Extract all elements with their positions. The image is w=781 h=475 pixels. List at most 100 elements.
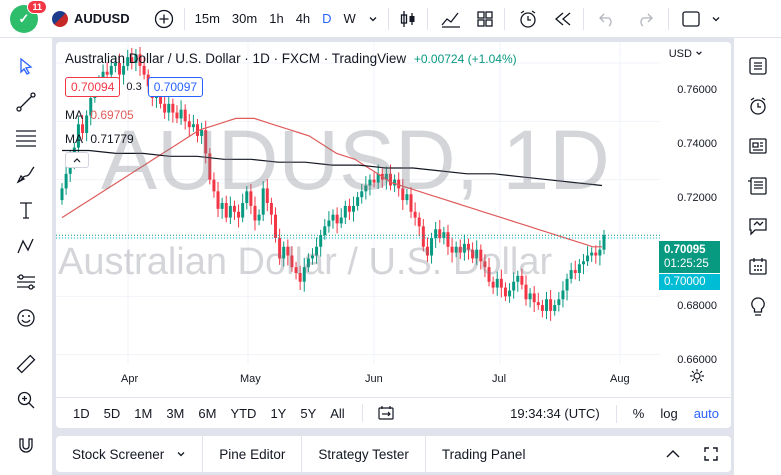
symbol-search[interactable]: AUDUSD — [52, 10, 130, 27]
fib-tool[interactable] — [0, 120, 52, 156]
tab-pine-editor[interactable]: Pine Editor — [203, 436, 303, 472]
price-chart[interactable] — [56, 42, 731, 397]
alerts-button[interactable] — [734, 86, 781, 126]
range-5d[interactable]: 5D — [103, 405, 121, 421]
candle-body — [458, 246, 462, 253]
cursor-tool[interactable] — [0, 48, 52, 84]
add-symbol-button[interactable] — [148, 0, 180, 38]
chart-panel[interactable]: AUDUSD, 1D Australian Dollar / U.S. Doll… — [56, 42, 731, 428]
undo-button[interactable] — [588, 0, 626, 38]
chevron-up-icon[interactable] — [665, 448, 681, 460]
zoom-tool[interactable] — [0, 382, 52, 418]
interval-15m[interactable]: 15m — [194, 11, 220, 26]
range-1y[interactable]: 1Y — [270, 405, 287, 421]
brush-icon — [16, 166, 35, 184]
tab-stock-screener[interactable]: Stock Screener — [56, 436, 204, 472]
candle-body — [450, 246, 454, 253]
candle-body — [228, 205, 232, 218]
bar-countdown: 01:25:25 — [664, 258, 709, 270]
prediction-icon — [17, 274, 35, 290]
hotlists-button[interactable] — [734, 206, 781, 246]
legend-collapse-button[interactable] — [65, 152, 89, 168]
news-button[interactable] — [734, 126, 781, 166]
calendar-button[interactable] — [734, 246, 781, 286]
candle-body — [167, 103, 171, 113]
interval-w[interactable]: W — [343, 11, 356, 26]
candle-body — [516, 275, 520, 282]
layout-button[interactable] — [673, 0, 709, 38]
chevron-down-icon — [712, 16, 720, 21]
candle-body — [315, 246, 319, 256]
user-avatar[interactable]: ✓ 11 — [10, 0, 47, 33]
fib-retracement-icon — [16, 130, 36, 147]
redo-button[interactable] — [626, 0, 664, 38]
watchlist-button[interactable] — [734, 46, 781, 86]
date-range-icon[interactable] — [377, 405, 395, 421]
percent-toggle[interactable]: % — [632, 406, 645, 421]
pattern-tool[interactable] — [0, 228, 52, 264]
tab-strategy-tester[interactable]: Strategy Tester — [302, 436, 426, 472]
candle-body — [569, 270, 573, 279]
interval-1h[interactable]: 1h — [269, 11, 284, 26]
templates-button[interactable] — [470, 0, 500, 38]
text-tool[interactable] — [0, 192, 52, 228]
layout-dropdown[interactable] — [709, 0, 723, 38]
zoom-in-icon — [17, 391, 35, 409]
notification-badge: 11 — [27, 0, 47, 14]
interval-4h[interactable]: 4h — [295, 11, 311, 26]
tab-trading-panel[interactable]: Trading Panel — [426, 436, 542, 472]
pattern-icon — [17, 238, 34, 254]
candle-body — [126, 57, 130, 66]
replay-button[interactable] — [547, 0, 579, 38]
data-window-button[interactable] — [734, 166, 781, 206]
range-1m[interactable]: 1M — [134, 405, 153, 421]
candle-body — [191, 124, 195, 128]
icons-tool[interactable] — [0, 300, 52, 336]
alert-button[interactable] — [509, 0, 547, 38]
timezone-clock[interactable]: 19:34:34 (UTC) — [510, 406, 600, 421]
ma-legend-slow[interactable]: MA 0.71779 — [65, 132, 134, 146]
candle-body — [430, 238, 434, 256]
prediction-tool[interactable] — [0, 264, 52, 300]
brush-tool[interactable] — [0, 156, 52, 192]
candle-body — [401, 188, 405, 201]
candle-body — [557, 299, 561, 306]
indicators-button[interactable] — [432, 0, 470, 38]
range-ytd[interactable]: YTD — [230, 405, 257, 421]
chart-settings-button[interactable] — [689, 368, 705, 389]
range-6m[interactable]: 6M — [198, 405, 217, 421]
chart-type-button[interactable] — [393, 0, 423, 38]
buy-button[interactable]: 0.70097 — [147, 77, 204, 97]
candle-body — [101, 71, 105, 81]
magnet-tool[interactable] — [0, 427, 52, 463]
candle-body — [360, 191, 364, 198]
footer-right: 19:34:34 (UTC) % log auto — [510, 398, 731, 428]
candle-body — [565, 278, 569, 291]
sell-button[interactable]: 0.70094 — [65, 77, 121, 97]
measure-tool[interactable] — [0, 346, 52, 382]
candle-body — [384, 173, 388, 180]
interval-d[interactable]: D — [322, 11, 332, 26]
ma-legend-fast[interactable]: MA 0.69705 — [65, 108, 134, 122]
interval-dropdown[interactable] — [362, 0, 384, 38]
log-toggle[interactable]: log — [660, 406, 678, 421]
candle-body — [113, 63, 117, 66]
ideas-button[interactable] — [734, 286, 781, 326]
candle-body — [524, 284, 528, 300]
candle-body — [602, 235, 606, 250]
currency-label: USD — [668, 48, 692, 60]
candle-body — [581, 261, 585, 265]
interval-30m[interactable]: 30m — [231, 11, 258, 26]
range-all[interactable]: All — [330, 405, 345, 421]
maximize-icon[interactable] — [703, 446, 719, 462]
currency-selector[interactable]: USD — [669, 48, 703, 60]
trend-line-tool[interactable] — [0, 84, 52, 120]
candle-body — [590, 252, 594, 256]
auto-toggle[interactable]: auto — [693, 406, 719, 421]
range-3m[interactable]: 3M — [166, 405, 185, 421]
range-5y[interactable]: 5Y — [300, 405, 317, 421]
ma-label: MA — [65, 108, 83, 122]
range-buttons: 1D 5D 1M 3M 6M YTD 1Y 5Y All — [56, 404, 395, 422]
candle-body — [122, 65, 126, 75]
range-1d[interactable]: 1D — [73, 405, 90, 421]
